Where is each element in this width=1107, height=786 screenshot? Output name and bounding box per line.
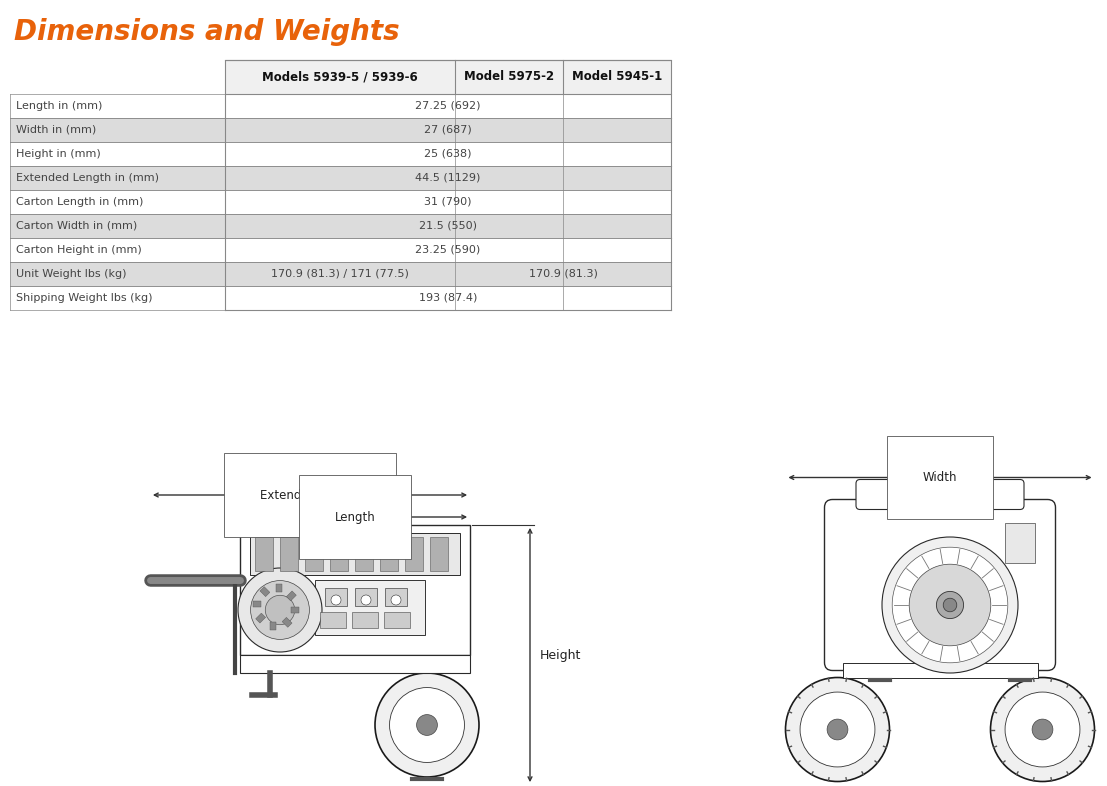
Text: Dimensions and Weights: Dimensions and Weights — [14, 18, 400, 46]
Circle shape — [991, 678, 1095, 781]
Text: Width in (mm): Width in (mm) — [15, 125, 96, 135]
Bar — [10, 262, 225, 286]
Bar — [325, 588, 346, 606]
Bar — [280, 537, 298, 571]
Circle shape — [1005, 692, 1080, 767]
Bar — [225, 94, 671, 118]
Circle shape — [902, 487, 918, 502]
Text: Length in (mm): Length in (mm) — [15, 101, 102, 111]
Bar — [255, 537, 273, 571]
Bar — [225, 214, 671, 238]
Bar — [225, 118, 671, 142]
Text: 193 (87.4): 193 (87.4) — [418, 293, 477, 303]
Bar — [352, 612, 377, 628]
Text: 170.9 (81.3) / 171 (77.5): 170.9 (81.3) / 171 (77.5) — [271, 269, 408, 279]
Bar — [10, 190, 225, 214]
Bar — [430, 537, 448, 571]
Circle shape — [390, 688, 465, 762]
Bar — [225, 238, 671, 262]
Circle shape — [266, 595, 294, 625]
Bar — [225, 142, 671, 166]
Bar — [225, 60, 671, 94]
Bar — [384, 612, 410, 628]
Text: Models 5939-5 / 5939-6: Models 5939-5 / 5939-6 — [262, 71, 417, 83]
Circle shape — [361, 595, 371, 605]
Text: Carton Height in (mm): Carton Height in (mm) — [15, 245, 142, 255]
Bar — [10, 238, 225, 262]
Circle shape — [892, 547, 1007, 663]
Bar — [842, 663, 1037, 678]
Bar — [315, 580, 425, 635]
FancyBboxPatch shape — [825, 499, 1055, 670]
Text: Carton Width in (mm): Carton Width in (mm) — [15, 221, 137, 231]
Text: Length: Length — [334, 510, 375, 523]
Bar — [240, 655, 470, 673]
Bar — [225, 190, 671, 214]
Circle shape — [943, 598, 956, 612]
Circle shape — [416, 714, 437, 736]
FancyBboxPatch shape — [856, 479, 1024, 509]
Bar — [355, 537, 373, 571]
Text: Height: Height — [540, 648, 581, 662]
Circle shape — [800, 692, 875, 767]
Bar — [385, 588, 407, 606]
Text: 44.5 (1129): 44.5 (1129) — [415, 173, 480, 183]
Bar — [1005, 523, 1035, 563]
Bar — [10, 118, 225, 142]
Circle shape — [238, 568, 322, 652]
Bar — [225, 166, 671, 190]
Bar — [250, 533, 461, 575]
Bar — [380, 537, 399, 571]
Text: Shipping Weight lbs (kg): Shipping Weight lbs (kg) — [15, 293, 153, 303]
Bar — [10, 214, 225, 238]
Circle shape — [882, 537, 1018, 673]
Bar — [256, 613, 266, 623]
Text: 23.25 (590): 23.25 (590) — [415, 245, 480, 255]
Bar — [355, 588, 377, 606]
Bar — [225, 262, 671, 286]
Text: 21.5 (550): 21.5 (550) — [420, 221, 477, 231]
Circle shape — [250, 581, 309, 639]
Bar — [291, 607, 299, 613]
Bar — [225, 286, 671, 310]
Bar — [254, 601, 261, 607]
Circle shape — [937, 591, 963, 619]
Bar — [10, 142, 225, 166]
Text: Model 5975-2: Model 5975-2 — [464, 71, 555, 83]
Text: Extended Length in (mm): Extended Length in (mm) — [15, 173, 159, 183]
Bar — [320, 612, 346, 628]
Text: Unit Weight lbs (kg): Unit Weight lbs (kg) — [15, 269, 126, 279]
Text: Extended Length: Extended Length — [260, 489, 360, 501]
Circle shape — [786, 678, 890, 781]
Text: Model 5945-1: Model 5945-1 — [572, 71, 662, 83]
Text: 27.25 (692): 27.25 (692) — [415, 101, 480, 111]
Bar — [306, 537, 323, 571]
Text: 25 (638): 25 (638) — [424, 149, 472, 159]
Circle shape — [909, 564, 991, 646]
Text: Height in (mm): Height in (mm) — [15, 149, 101, 159]
Circle shape — [391, 595, 401, 605]
Bar — [10, 94, 225, 118]
Bar — [10, 286, 225, 310]
Bar — [282, 617, 292, 627]
Text: Width: Width — [923, 471, 958, 484]
Bar — [276, 584, 282, 593]
Text: 27 (687): 27 (687) — [424, 125, 472, 135]
Bar — [287, 591, 297, 601]
Bar — [240, 525, 470, 655]
Circle shape — [331, 595, 341, 605]
Bar — [10, 166, 225, 190]
Circle shape — [1032, 719, 1053, 740]
Bar — [270, 622, 276, 630]
Bar — [260, 586, 270, 597]
Text: 170.9 (81.3): 170.9 (81.3) — [528, 269, 598, 279]
Text: Carton Length in (mm): Carton Length in (mm) — [15, 197, 144, 207]
Bar — [330, 537, 348, 571]
Bar — [405, 537, 423, 571]
Circle shape — [827, 719, 848, 740]
Circle shape — [375, 673, 479, 777]
Text: 31 (790): 31 (790) — [424, 197, 472, 207]
